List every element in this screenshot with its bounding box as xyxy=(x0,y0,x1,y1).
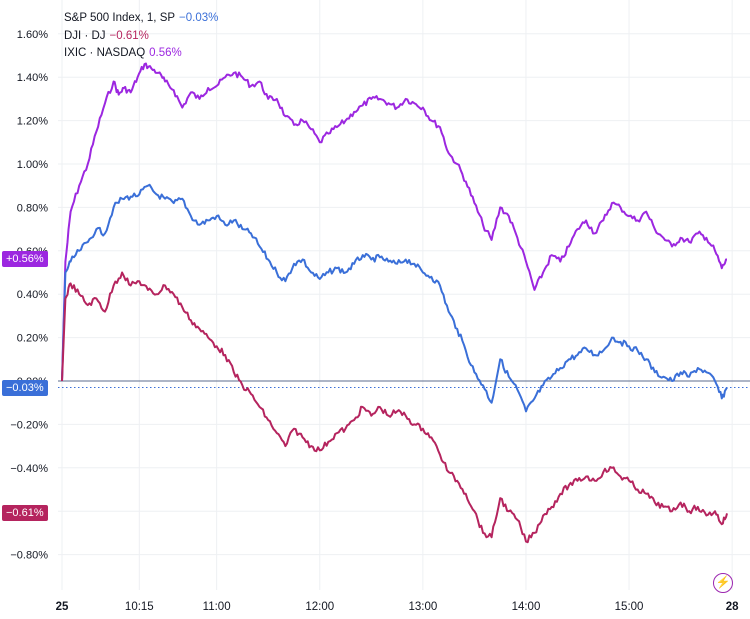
last-value-badge-sp: −0.03% xyxy=(2,379,48,396)
legend-label-sp: S&P 500 Index, 1, SP xyxy=(64,12,176,24)
y-tick-label: −0.80% xyxy=(10,550,48,562)
series-line-ixic[interactable] xyxy=(61,62,727,382)
x-tick-label: 10:15 xyxy=(125,601,154,613)
x-tick-label: 14:00 xyxy=(512,601,541,613)
y-tick-label: 1.40% xyxy=(17,72,48,84)
legend-value-sp: −0.03% xyxy=(179,12,219,24)
reference-lines xyxy=(58,380,750,389)
y-tick-label: 1.60% xyxy=(17,29,48,41)
y-tick-label: 0.40% xyxy=(17,289,48,301)
x-tick-label: 28 xyxy=(726,601,739,613)
series-line-dj[interactable] xyxy=(61,271,728,544)
y-tick-label: −0.40% xyxy=(10,463,48,475)
legend-value-ixic: 0.56% xyxy=(149,47,182,59)
y-tick-label: 1.20% xyxy=(17,116,48,128)
y-tick-label: −0.20% xyxy=(10,419,48,431)
lightning-icon[interactable]: ⚡ xyxy=(713,573,733,593)
legend-value-dj: −0.61% xyxy=(109,29,149,42)
legend: S&P 500 Index, 1, SP −0.03% DJI · DJ −0.61… xyxy=(64,10,218,63)
y-tick-label: 0.20% xyxy=(17,333,48,345)
legend-row-ixic[interactable]: IXIC · NASDAQ 0.56% xyxy=(64,45,218,63)
y-axis: 1.60%1.40%1.20%1.00%0.80%0.60%0.40%0.20%… xyxy=(10,29,48,562)
x-tick-label: 15:00 xyxy=(615,601,644,613)
legend-label-ixic: IXIC · NASDAQ xyxy=(64,47,146,59)
x-tick-label: 13:00 xyxy=(408,601,437,613)
legend-row-sp[interactable]: S&P 500 Index, 1, SP −0.03% xyxy=(64,10,218,28)
last-value-badge-dj: −0.61% xyxy=(2,505,48,522)
y-tick-label: 0.80% xyxy=(17,202,48,214)
series-line-sp[interactable] xyxy=(61,183,728,413)
legend-label-dj: DJI · DJ xyxy=(64,29,106,42)
gridlines xyxy=(58,0,750,590)
y-tick-label: 1.00% xyxy=(17,159,48,171)
x-tick-label: 25 xyxy=(56,601,69,613)
x-axis: 25 10:15 11:00 12:00 13:00 14:00 15:00 28 xyxy=(56,601,740,613)
x-tick-label: 12:00 xyxy=(305,601,334,613)
x-tick-label: 11:00 xyxy=(203,601,231,613)
last-value-badge-ixic: +0.56% xyxy=(2,251,48,268)
series-lines xyxy=(61,62,728,544)
legend-row-dj[interactable]: DJI · DJ −0.61% xyxy=(64,28,218,46)
